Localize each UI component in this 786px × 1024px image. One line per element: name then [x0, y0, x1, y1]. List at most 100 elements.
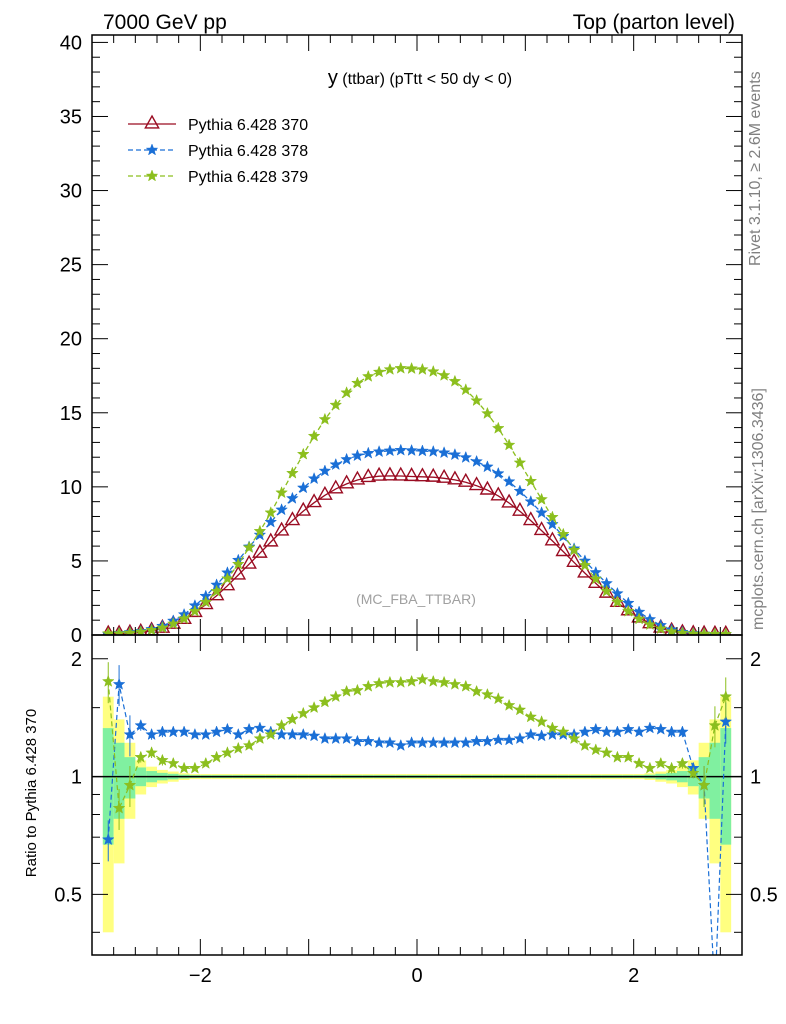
- ratio-point-0: [383, 736, 397, 749]
- legend-marker-0: [144, 114, 160, 129]
- ratio-point-0: [329, 731, 343, 745]
- main-point-2: [329, 398, 343, 411]
- ratio-point-1: [242, 738, 256, 751]
- ratio-point-1: [459, 679, 473, 692]
- main-point-2: [448, 374, 462, 387]
- main-point-1: [394, 443, 408, 456]
- ratio-point-0: [199, 727, 213, 741]
- main-ytick-label: 20: [60, 329, 82, 351]
- ratio-point-1: [621, 750, 635, 763]
- main-point-0: [577, 563, 593, 578]
- ratio-point-0: [112, 677, 126, 690]
- legend-label-2: Pythia 6.428 379: [188, 169, 308, 186]
- ratio-point-0: [513, 731, 527, 745]
- ratio-point-1: [632, 756, 646, 769]
- main-point-0: [447, 470, 463, 485]
- main-point-1: [535, 506, 548, 519]
- main-point-2: [221, 571, 234, 585]
- main-point-1: [264, 515, 278, 528]
- main-point-1: [416, 444, 429, 457]
- main-point-0: [533, 521, 550, 536]
- main-point-0: [327, 479, 344, 494]
- main-point-2: [123, 626, 137, 635]
- main-point-2: [426, 364, 440, 377]
- ratio-point-0: [632, 725, 646, 738]
- header-left: 7000 GeV pp: [103, 11, 227, 34]
- ratio-point-1: [231, 741, 245, 754]
- main-point-1: [426, 444, 440, 457]
- main-point-2: [112, 626, 126, 635]
- main-point-2: [643, 617, 657, 631]
- main-point-2: [275, 486, 288, 499]
- ratio-point-0: [394, 738, 408, 751]
- ratio-point-0: [459, 736, 473, 749]
- ratio-band-green: [720, 728, 732, 845]
- plot-title-rest: (ttbar) (pTtt < 50 dy < 0): [338, 71, 512, 88]
- main-ytick-label: 5: [71, 551, 82, 573]
- ratio-point-0: [502, 733, 516, 746]
- ratio-point-1: [611, 750, 624, 763]
- ratio-band-green: [113, 742, 125, 819]
- main-point-2: [166, 617, 180, 630]
- main-point-2: [708, 627, 722, 635]
- ratio-point-1: [264, 727, 278, 741]
- ratio-xtick-label: 0: [411, 965, 422, 987]
- main-point-0: [403, 467, 420, 482]
- ratio-point-1: [654, 756, 668, 769]
- ratio-point-1: [394, 675, 408, 688]
- main-point-0: [555, 542, 572, 557]
- main-point-1: [351, 448, 364, 462]
- main-point-2: [318, 412, 332, 425]
- main-ytick-label: 10: [60, 477, 82, 499]
- ratio-ytick-label: 0.5: [54, 884, 82, 906]
- main-series: [101, 361, 733, 635]
- ratio-point-1: [600, 746, 613, 759]
- plot-title: y (ttbar) (pTtt < 50 dy < 0): [328, 67, 512, 89]
- main-point-2: [405, 361, 418, 375]
- ratio-point-0: [372, 736, 386, 749]
- ratio-point-0: [676, 725, 689, 738]
- ratio-point-1: [166, 756, 180, 769]
- ratio-point-0: [578, 725, 592, 738]
- ratio-point-1: [437, 675, 451, 688]
- main-point-2: [231, 557, 245, 570]
- main-point-0: [436, 468, 452, 483]
- ratio-point-0: [491, 733, 505, 746]
- main-point-2: [156, 621, 169, 634]
- ratio-point-1: [340, 684, 353, 697]
- analysis-watermark: (MC_FBA_TTBAR): [356, 591, 476, 607]
- main-point-0: [273, 521, 290, 536]
- main-ytick-label: 40: [60, 32, 82, 54]
- ratio-point-0: [275, 727, 288, 741]
- main-point-2: [361, 369, 375, 382]
- main-point-2: [686, 627, 700, 635]
- main-point-2: [535, 492, 548, 505]
- ratio-point-0: [231, 727, 245, 741]
- ratio-point-1: [199, 756, 213, 769]
- main-point-0: [338, 474, 355, 489]
- main-point-0: [241, 554, 257, 569]
- legend: Pythia 6.428 370 Pythia 6.428 378 Pythia 6…: [128, 114, 308, 186]
- ratio-point-1: [513, 703, 527, 716]
- main-point-2: [611, 595, 624, 608]
- main-point-0: [360, 468, 377, 483]
- ratio-ytick-label-right: 1: [750, 767, 761, 789]
- ratio-point-0: [286, 727, 299, 741]
- main-point-1: [361, 446, 375, 459]
- ratio-point-0: [709, 987, 720, 998]
- main-point-0: [501, 493, 517, 508]
- main-point-2: [470, 393, 483, 407]
- ratio-point-0: [166, 725, 180, 738]
- legend-label-0: Pythia 6.428 370: [188, 117, 308, 134]
- main-point-1: [296, 481, 310, 494]
- ratio-point-0: [621, 722, 635, 735]
- header-right: Top (parton level): [573, 11, 735, 34]
- legend-label-1: Pythia 6.428 378: [188, 143, 308, 160]
- ratio-point-1: [491, 692, 505, 705]
- main-point-2: [145, 623, 158, 635]
- ratio-point-0: [361, 734, 375, 747]
- main-point-0: [295, 501, 312, 516]
- ratio-point-0: [351, 734, 364, 747]
- ratio-point-0: [437, 736, 451, 749]
- main-line-2: [108, 367, 726, 635]
